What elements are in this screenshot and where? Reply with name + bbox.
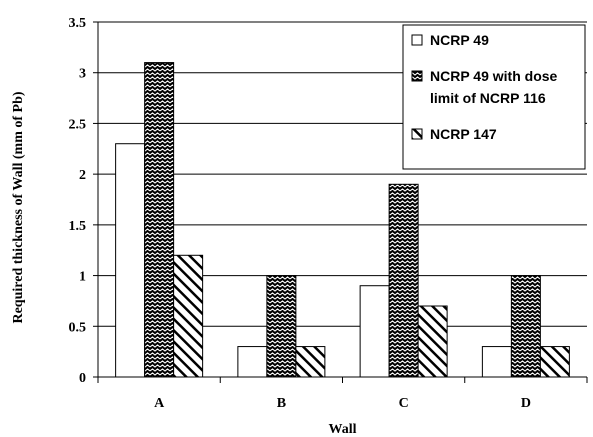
bar-b-series-2 [266, 275, 297, 378]
legend-swatch-3 [411, 128, 423, 140]
bar-b-series-3 [295, 346, 326, 378]
x-tick-label: C [399, 396, 409, 411]
bar-b-series-1 [237, 346, 268, 378]
x-tick-label: B [277, 396, 286, 411]
bar-d-series-2 [510, 275, 541, 378]
legend: NCRP 49 NCRP 49 with dose limit of NCRP 11… [402, 24, 586, 170]
y-tick-label: 3 [79, 67, 86, 82]
y-tick-label: 2 [79, 168, 86, 183]
bar-a-series-2 [144, 62, 175, 378]
y-tick-label: 2.5 [69, 117, 87, 132]
legend-label-2: NCRP 49 with dose limit of NCRP 116 [430, 68, 558, 106]
y-tick-label: 0 [79, 371, 86, 386]
bar-c-series-1 [359, 285, 390, 378]
bars [115, 62, 570, 378]
y-tick-label: 1 [79, 270, 86, 285]
y-axis-title: Required thickness of Wall (mm of Pb) [11, 91, 26, 323]
bar-d-series-3 [539, 346, 570, 378]
legend-swatch-2 [411, 70, 423, 82]
legend-label-1: NCRP 49 [430, 32, 489, 48]
legend-box [402, 24, 586, 170]
bar-a-series-1 [115, 143, 146, 378]
y-tick-label: 3.5 [69, 16, 87, 31]
y-tick-label: 0.5 [69, 320, 87, 335]
bar-d-series-1 [481, 346, 512, 378]
y-tick-labels: 0 0.5 1 1.5 2 2.5 3 3.5 [69, 16, 87, 386]
axes [93, 21, 588, 383]
legend-label-3: NCRP 147 [430, 126, 497, 142]
bar-c-series-3 [417, 305, 448, 378]
y-tick-label: 1.5 [69, 219, 87, 234]
legend-swatch-1 [411, 34, 423, 46]
x-tick-label: A [154, 396, 165, 411]
x-tick-label: D [521, 396, 531, 411]
x-axis-title: Wall [328, 422, 356, 437]
bar-c-series-2 [388, 183, 419, 378]
x-tick-labels: A B C D [154, 396, 531, 411]
bar-a-series-3 [173, 254, 204, 378]
